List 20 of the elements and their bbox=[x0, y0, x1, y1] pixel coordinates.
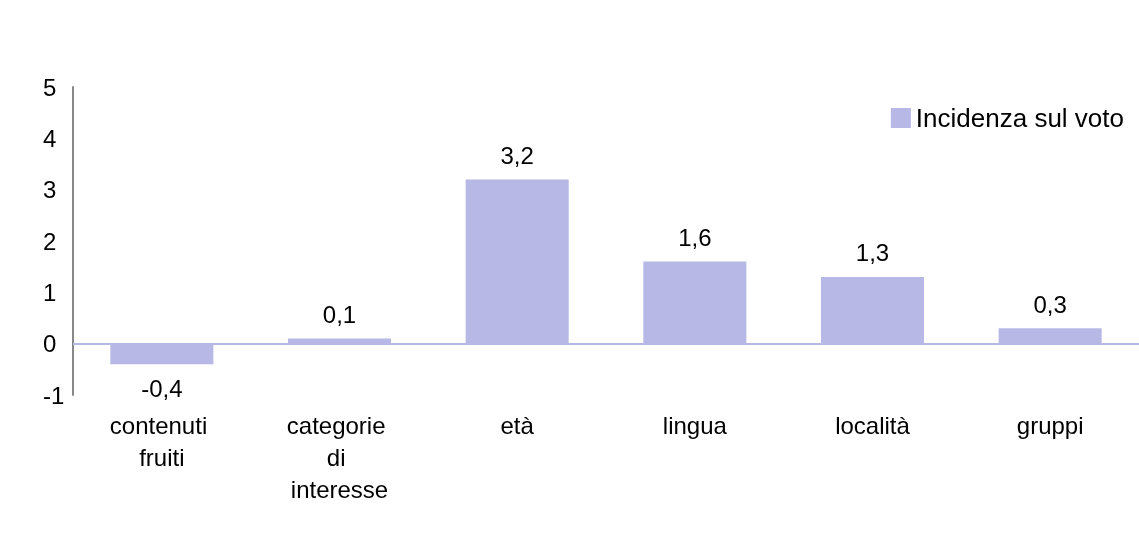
data-label: -0,4 bbox=[141, 374, 183, 402]
y-tick-label: 4 bbox=[43, 124, 57, 152]
x-tick-label: località bbox=[835, 411, 911, 439]
x-tick-label: contenuti fruiti bbox=[109, 411, 214, 471]
x-tick-label: lingua bbox=[662, 411, 728, 439]
y-tick-label: 2 bbox=[43, 227, 57, 255]
y-tick-label: -1 bbox=[43, 381, 65, 409]
data-label: 3,2 bbox=[500, 141, 534, 169]
x-tick-label: età bbox=[500, 411, 535, 439]
data-label: 1,6 bbox=[678, 224, 712, 252]
y-tick-label: 5 bbox=[43, 73, 57, 101]
x-tick-label: gruppi bbox=[1016, 411, 1084, 439]
y-tick-label: 1 bbox=[43, 278, 57, 306]
x-tick-label: categorie di interesse bbox=[286, 411, 393, 503]
data-label: 1,3 bbox=[855, 239, 890, 267]
legend-label: Incidenza sul voto bbox=[915, 103, 1125, 133]
data-label: 0,3 bbox=[1033, 290, 1067, 318]
y-tick-label: 3 bbox=[43, 176, 57, 204]
y-tick-label: 0 bbox=[43, 330, 57, 358]
data-label: 0,1 bbox=[322, 301, 357, 329]
